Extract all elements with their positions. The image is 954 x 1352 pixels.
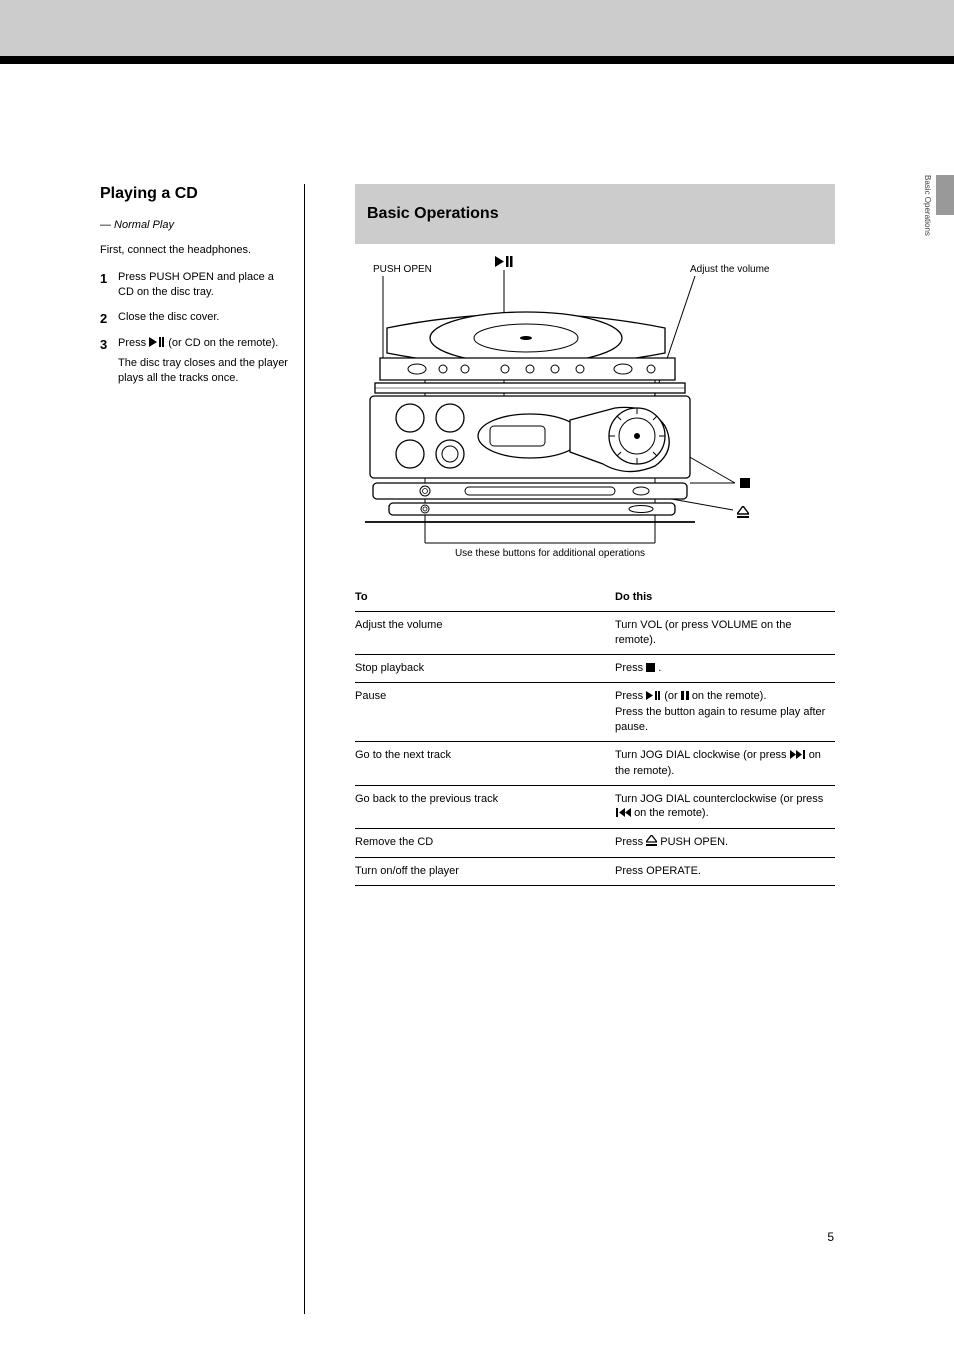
cell-do: Press (or on the remote). Press the butt… <box>615 683 835 742</box>
step-3-sub: The disc tray closes and the player play… <box>118 356 290 386</box>
section-title-box: Basic Operations <box>355 184 835 244</box>
table-head-to: To <box>355 584 615 611</box>
step-2-text: Close the disc cover. <box>118 311 220 323</box>
device-svg <box>355 258 835 568</box>
page-title: Playing a CD <box>100 184 290 204</box>
play-pause-icon <box>149 337 165 352</box>
top-black-bar <box>0 56 954 64</box>
pause-icon <box>681 690 689 705</box>
section-title: Basic Operations <box>367 203 499 225</box>
step-1-text: Press PUSH OPEN and place a CD on the di… <box>118 271 274 298</box>
left-column: Playing a CD — Normal Play First, connec… <box>100 184 290 397</box>
operations-table: To Do this Adjust the volume Turn VOL (o… <box>355 584 835 886</box>
column-divider <box>304 184 305 1314</box>
cell-do-text: Press the button again to resume play af… <box>615 706 825 733</box>
cell-to: Go to the next track <box>355 741 615 785</box>
play-pause-icon <box>646 690 661 705</box>
next-track-icon <box>790 749 806 764</box>
cell-do: Turn JOG DIAL clockwise (or press on the… <box>615 741 835 785</box>
cell-to: Go back to the previous track <box>355 785 615 829</box>
cell-do-text: PUSH OPEN. <box>660 836 728 848</box>
cell-do-text: on the remote). <box>634 807 709 819</box>
cell-do: Turn VOL (or press VOLUME on the remote)… <box>615 611 835 654</box>
step-3-prefix: Press <box>118 337 149 349</box>
stop-icon <box>646 662 655 677</box>
table-row: Remove the CD Press PUSH OPEN. <box>355 829 835 858</box>
callout-stop-icon <box>740 478 750 488</box>
prev-track-icon <box>615 807 631 822</box>
cell-to: Adjust the volume <box>355 611 615 654</box>
intro-text: First, connect the headphones. <box>100 243 290 258</box>
device-diagram: PUSH OPEN Adjust the volume Use these bu… <box>355 258 835 568</box>
table-row: Adjust the volume Turn VOL (or press VOL… <box>355 611 835 654</box>
callout-eject-icon <box>737 506 749 518</box>
table-row: Go to the next track Turn JOG DIAL clock… <box>355 741 835 785</box>
top-gray-bar <box>0 0 954 56</box>
callout-playpause-icon <box>495 256 513 267</box>
table-row: Pause Press (or on the remote). Press th… <box>355 683 835 742</box>
cell-do: Turn JOG DIAL counterclockwise (or press… <box>615 785 835 829</box>
cell-to: Pause <box>355 683 615 742</box>
cell-to: Remove the CD <box>355 829 615 858</box>
cell-do: Press PUSH OPEN. <box>615 829 835 858</box>
table-row: Stop playback Press . <box>355 654 835 683</box>
page-number: 5 <box>827 1230 834 1244</box>
cell-do-text: Press <box>615 836 646 848</box>
table-row: Go back to the previous track Turn JOG D… <box>355 785 835 829</box>
table-row: Turn on/off the player Press OPERATE. <box>355 858 835 886</box>
cell-do-text: (or <box>664 690 681 702</box>
side-tab-label: Basic Operations <box>923 175 932 236</box>
subheading: — Normal Play <box>100 218 290 233</box>
cell-do-text: Press <box>615 662 646 674</box>
side-gray-tab <box>936 175 954 215</box>
callout-push-open: PUSH OPEN <box>373 264 432 275</box>
right-column: Basic Operations PUSH OPEN Adjust the vo… <box>355 184 835 886</box>
cell-do-text: . <box>658 662 661 674</box>
table-head-do: Do this <box>615 584 835 611</box>
cell-to: Turn on/off the player <box>355 858 615 886</box>
cell-do-text: Turn JOG DIAL clockwise (or press <box>615 749 790 761</box>
cell-do: Press OPERATE. <box>615 858 835 886</box>
step-1: Press PUSH OPEN and place a CD on the di… <box>100 270 290 300</box>
cell-do: Press . <box>615 654 835 683</box>
step-3: Press (or CD on the remote). The disc tr… <box>100 336 290 386</box>
callout-adjust-vol: Adjust the volume <box>690 264 810 275</box>
cell-to: Stop playback <box>355 654 615 683</box>
eject-icon <box>646 835 657 851</box>
cell-do-text: on the remote). <box>692 690 767 702</box>
cell-do-text: Press <box>615 690 646 702</box>
cell-do-text: Turn JOG DIAL counterclockwise (or press <box>615 793 823 805</box>
step-2: Close the disc cover. <box>100 310 290 325</box>
steps-list: Press PUSH OPEN and place a CD on the di… <box>100 270 290 386</box>
step-3-suffix: (or CD on the remote). <box>168 337 278 349</box>
callout-additional-buttons: Use these buttons for additional operati… <box>395 548 705 559</box>
